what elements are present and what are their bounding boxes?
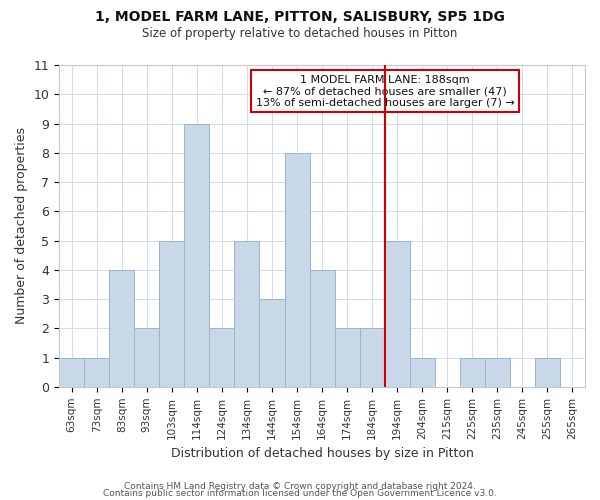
- Bar: [284, 153, 310, 387]
- Bar: [259, 299, 284, 387]
- Bar: [160, 240, 184, 387]
- Bar: [235, 240, 259, 387]
- Bar: [59, 358, 84, 387]
- Bar: [535, 358, 560, 387]
- Bar: [310, 270, 335, 387]
- Bar: [485, 358, 510, 387]
- Text: Contains public sector information licensed under the Open Government Licence v3: Contains public sector information licen…: [103, 490, 497, 498]
- Text: 1, MODEL FARM LANE, PITTON, SALISBURY, SP5 1DG: 1, MODEL FARM LANE, PITTON, SALISBURY, S…: [95, 10, 505, 24]
- Text: Contains HM Land Registry data © Crown copyright and database right 2024.: Contains HM Land Registry data © Crown c…: [124, 482, 476, 491]
- Text: 1 MODEL FARM LANE: 188sqm
← 87% of detached houses are smaller (47)
13% of semi-: 1 MODEL FARM LANE: 188sqm ← 87% of detac…: [256, 74, 515, 108]
- Bar: [410, 358, 435, 387]
- Bar: [209, 328, 235, 387]
- Bar: [184, 124, 209, 387]
- Bar: [134, 328, 160, 387]
- Bar: [385, 240, 410, 387]
- Text: Size of property relative to detached houses in Pitton: Size of property relative to detached ho…: [142, 28, 458, 40]
- Bar: [460, 358, 485, 387]
- Bar: [335, 328, 359, 387]
- Bar: [109, 270, 134, 387]
- X-axis label: Distribution of detached houses by size in Pitton: Distribution of detached houses by size …: [170, 447, 473, 460]
- Y-axis label: Number of detached properties: Number of detached properties: [15, 128, 28, 324]
- Bar: [359, 328, 385, 387]
- Bar: [84, 358, 109, 387]
